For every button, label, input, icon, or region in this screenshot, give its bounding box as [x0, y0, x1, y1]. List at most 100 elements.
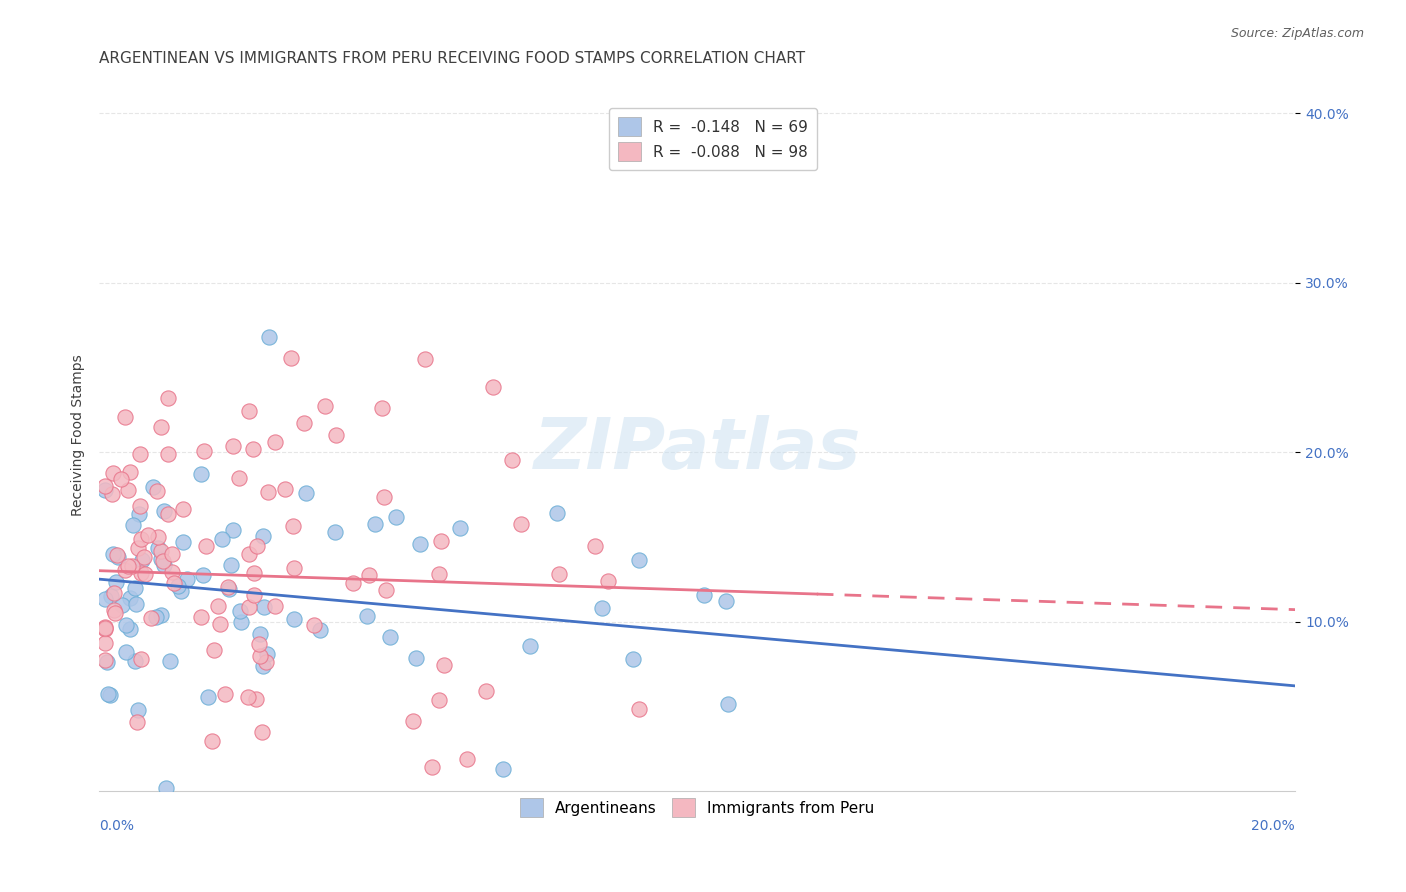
Point: [103, 466, 125, 480]
Point: [105, 548, 128, 562]
Point: [314, 399, 336, 413]
Point: [141, 610, 163, 624]
Point: [309, 623, 332, 637]
Point: [118, 466, 141, 480]
Point: [325, 524, 347, 539]
Point: [243, 588, 266, 602]
Point: [420, 760, 443, 774]
Point: [163, 575, 186, 590]
Point: [295, 486, 318, 500]
Point: [153, 504, 176, 518]
Point: [280, 351, 302, 365]
Point: [94, 483, 117, 497]
Point: [94, 479, 117, 493]
Point: [114, 409, 136, 424]
Point: [257, 484, 280, 499]
Point: [501, 453, 523, 467]
Point: [118, 623, 141, 637]
Point: [94, 621, 117, 635]
Point: [257, 330, 280, 344]
Point: [374, 583, 396, 598]
Point: [160, 547, 183, 561]
Point: [159, 654, 181, 668]
Point: [245, 692, 267, 706]
Point: [104, 606, 127, 620]
Text: ZIPatlas: ZIPatlas: [533, 415, 860, 483]
Point: [124, 581, 146, 595]
Point: [238, 599, 260, 614]
Point: [190, 467, 212, 482]
Point: [405, 650, 427, 665]
Point: [449, 520, 471, 534]
Point: [150, 608, 173, 623]
Point: [167, 579, 190, 593]
Point: [413, 351, 436, 366]
Point: [427, 693, 450, 707]
Text: 0.0%: 0.0%: [100, 820, 134, 833]
Point: [714, 593, 737, 607]
Point: [264, 599, 287, 613]
Point: [591, 600, 613, 615]
Point: [157, 447, 180, 461]
Point: [150, 420, 173, 434]
Point: [628, 702, 651, 716]
Point: [114, 563, 136, 577]
Point: [548, 566, 571, 581]
Point: [693, 588, 716, 602]
Point: [129, 652, 152, 666]
Point: [128, 507, 150, 521]
Point: [172, 535, 194, 549]
Point: [94, 620, 117, 634]
Point: [155, 780, 177, 795]
Point: [456, 752, 478, 766]
Point: [146, 484, 169, 499]
Point: [103, 586, 125, 600]
Point: [94, 592, 117, 607]
Point: [96, 655, 118, 669]
Point: [243, 566, 266, 581]
Point: [621, 652, 644, 666]
Point: [292, 417, 315, 431]
Point: [249, 648, 271, 663]
Point: [100, 590, 122, 604]
Point: [229, 615, 252, 629]
Point: [142, 480, 165, 494]
Point: [209, 617, 232, 632]
Point: [509, 517, 531, 532]
Y-axis label: Receiving Food Stamps: Receiving Food Stamps: [72, 354, 86, 516]
Point: [117, 558, 139, 573]
Point: [94, 623, 117, 637]
Point: [146, 531, 169, 545]
Point: [242, 442, 264, 456]
Point: [253, 600, 276, 615]
Point: [628, 552, 651, 566]
Point: [97, 687, 120, 701]
Point: [104, 575, 127, 590]
Point: [274, 482, 297, 496]
Point: [249, 627, 271, 641]
Point: [408, 537, 430, 551]
Point: [150, 544, 173, 558]
Point: [131, 553, 153, 567]
Point: [430, 533, 453, 548]
Point: [281, 518, 304, 533]
Point: [283, 561, 305, 575]
Point: [384, 510, 406, 524]
Point: [128, 499, 150, 513]
Point: [475, 683, 498, 698]
Point: [256, 648, 278, 662]
Point: [129, 566, 152, 580]
Point: [219, 558, 242, 572]
Point: [378, 630, 401, 644]
Point: [101, 548, 124, 562]
Point: [111, 598, 134, 612]
Point: [252, 529, 274, 543]
Point: [197, 690, 219, 704]
Point: [402, 714, 425, 728]
Point: [492, 763, 515, 777]
Point: [110, 472, 132, 486]
Point: [325, 427, 347, 442]
Point: [596, 574, 619, 588]
Point: [152, 554, 174, 568]
Point: [222, 439, 245, 453]
